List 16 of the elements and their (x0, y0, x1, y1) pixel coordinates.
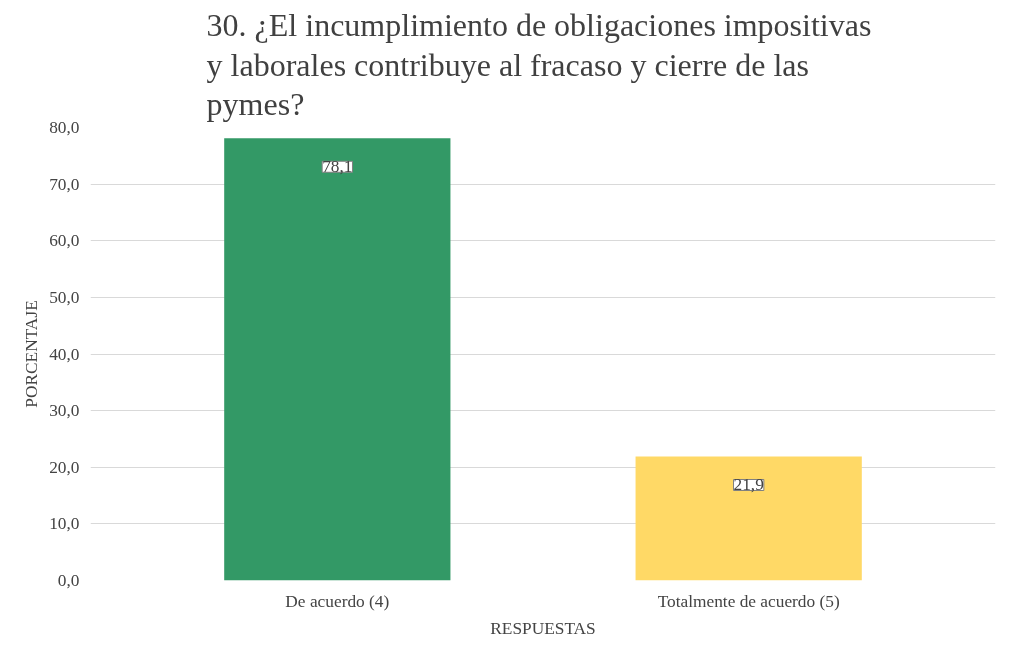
y-axis-title: PORCENTAJE (22, 300, 42, 408)
data-label: 21,9 (733, 475, 764, 495)
x-axis-title: RESPUESTAS (490, 618, 596, 638)
y-tick-label: 70,0 (49, 174, 80, 194)
y-tick-label: 30,0 (49, 401, 80, 421)
y-tick-label: 10,0 (49, 514, 80, 534)
y-tick-label: 80,0 (49, 118, 80, 137)
x-tick-label: De acuerdo (4) (285, 591, 390, 611)
data-label: 78,1 (322, 157, 353, 177)
y-tick-label: 60,0 (49, 231, 80, 251)
y-tick-label: 0,0 (57, 571, 80, 590)
y-tick-label: 50,0 (49, 287, 80, 307)
y-tick-label: 20,0 (49, 457, 80, 477)
chart-title: 30. ¿El incumplimiento de obligaciones impositivas y laborales contribuye al fracaso y cierre de las pymes? (206, 7, 872, 123)
y-tick-label: 40,0 (49, 344, 80, 364)
x-tick-label: Totalmente de acuerdo (5) (657, 591, 840, 611)
